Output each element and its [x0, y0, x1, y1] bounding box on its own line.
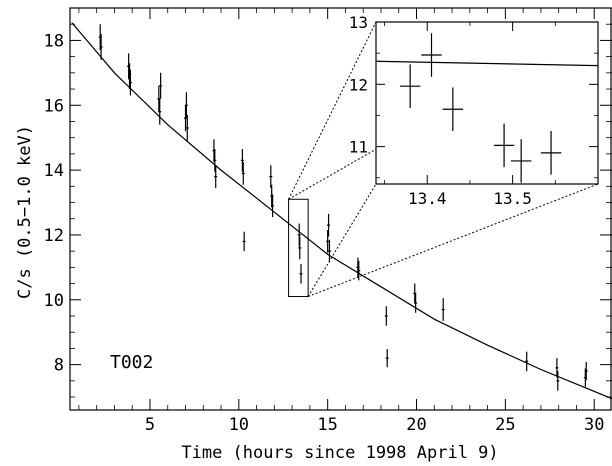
- x-tick-label: 10: [229, 415, 249, 435]
- x-tick-label: 25: [495, 415, 515, 435]
- x-tick-label: 20: [406, 415, 426, 435]
- x-axis-label: Time (hours since 1998 April 9): [181, 443, 498, 463]
- inset-model-line: [375, 60, 599, 67]
- x-tick-label: 15: [317, 415, 337, 435]
- zoom-guide-line: [307, 183, 377, 297]
- y-tick-label: 16: [44, 96, 64, 116]
- model-curve: [71, 22, 612, 400]
- inset-y-tick-label: 13: [349, 13, 368, 32]
- inset-x-tick-label: 13.5: [493, 189, 532, 208]
- inset-x-tick-label: 13.4: [408, 189, 447, 208]
- zoom-guide-line: [288, 21, 377, 200]
- plot-frame: [69, 7, 612, 411]
- zoom-box: [288, 198, 309, 298]
- y-tick-label: 10: [44, 291, 64, 311]
- inset-frame: [375, 21, 599, 185]
- inset-chart: 11 12 13 13.4 13.5: [349, 13, 599, 208]
- inset-y-tick-label: 12: [349, 75, 368, 94]
- y-tick-label: 14: [44, 161, 64, 181]
- zoom-guide-line: [307, 183, 599, 297]
- annotation-label: T002: [110, 352, 153, 373]
- y-tick-label: 12: [44, 226, 64, 246]
- x-tick-label: 5: [145, 415, 155, 435]
- y-tick-label: 8: [54, 356, 64, 376]
- inset-y-tick-label: 11: [349, 138, 368, 157]
- y-axis-label: C/s (0.5−1.0 keV): [15, 125, 35, 299]
- x-tick-label: 30: [584, 415, 604, 435]
- main-chart: 8 10 12 14 16 18 5 10 15 20 25 30: [44, 7, 612, 435]
- y-tick-label: 18: [44, 31, 64, 51]
